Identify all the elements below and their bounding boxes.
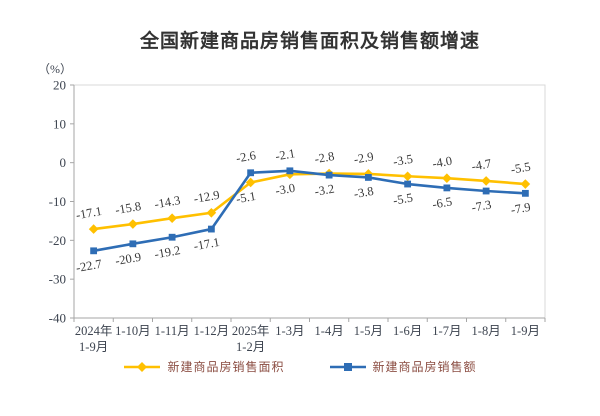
legend-label-sales-amount: 新建商品房销售额 [372,360,477,374]
legend-label-sales-area: 新建商品房销售面积 [167,360,285,374]
svg-text:1-5月: 1-5月 [354,324,383,338]
svg-text:-4.0: -4.0 [431,154,453,171]
svg-text:-14.3: -14.3 [153,193,181,211]
svg-text:1-9月: 1-9月 [79,340,108,354]
svg-text:-40: -40 [49,311,66,326]
svg-text:-20: -20 [49,233,66,248]
svg-text:1-9月: 1-9月 [511,324,540,338]
chart-title: 全国新建商品房销售面积及销售额增速 [139,31,480,52]
svg-text:1-7月: 1-7月 [432,324,461,338]
legend-sales-amount-line-square-icon [329,362,366,371]
svg-text:1-4月: 1-4月 [315,324,344,338]
svg-text:20: 20 [53,78,66,93]
legend-item-sales-amount: 新建商品房销售额 [329,358,477,375]
svg-text:-12.9: -12.9 [193,188,221,206]
svg-text:1-12月: 1-12月 [194,324,229,338]
svg-text:-3.0: -3.0 [274,181,296,198]
svg-text:-2.6: -2.6 [235,148,257,165]
svg-text:-4.7: -4.7 [470,156,492,173]
svg-text:-7.3: -7.3 [470,197,492,214]
svg-text:-10: -10 [49,194,66,209]
svg-text:-5.5: -5.5 [510,159,532,176]
svg-text:10: 10 [53,116,66,131]
svg-text:-17.1: -17.1 [193,235,221,253]
svg-text:0: 0 [60,155,67,170]
svg-text:-3.2: -3.2 [313,182,335,199]
svg-text:1-2月: 1-2月 [236,340,265,354]
svg-text:1-10月: 1-10月 [115,324,150,338]
svg-text:-6.5: -6.5 [431,194,453,211]
svg-text:-15.8: -15.8 [114,199,142,217]
svg-text:2024年: 2024年 [75,324,113,338]
svg-text:-5.5: -5.5 [392,190,414,207]
svg-text:-5.1: -5.1 [235,189,257,206]
svg-text:-2.8: -2.8 [313,149,335,166]
svg-text:-3.5: -3.5 [392,152,414,169]
svg-text:-2.1: -2.1 [274,146,296,163]
svg-text:1-8月: 1-8月 [472,324,501,338]
chart-legend: 新建商品房销售面积 新建商品房销售额 [0,358,600,375]
svg-text:-30: -30 [49,272,66,287]
svg-text:1-6月: 1-6月 [393,324,422,338]
svg-text:-17.1: -17.1 [75,204,103,222]
svg-text:-7.9: -7.9 [510,200,532,217]
svg-text:-2.9: -2.9 [353,149,375,166]
svg-text:-22.7: -22.7 [75,257,103,275]
svg-text:-3.8: -3.8 [353,184,375,201]
svg-text:1-11月: 1-11月 [155,324,190,338]
svg-text:-20.9: -20.9 [114,250,142,268]
legend-item-sales-area: 新建商品房销售面积 [123,358,284,375]
svg-text:2025年: 2025年 [232,324,270,338]
legend-sales-area-line-diamond-icon [124,361,161,372]
svg-text:1-3月: 1-3月 [275,324,304,338]
svg-text:-19.2: -19.2 [153,243,181,261]
y-axis-unit-label: （%） [38,62,72,76]
